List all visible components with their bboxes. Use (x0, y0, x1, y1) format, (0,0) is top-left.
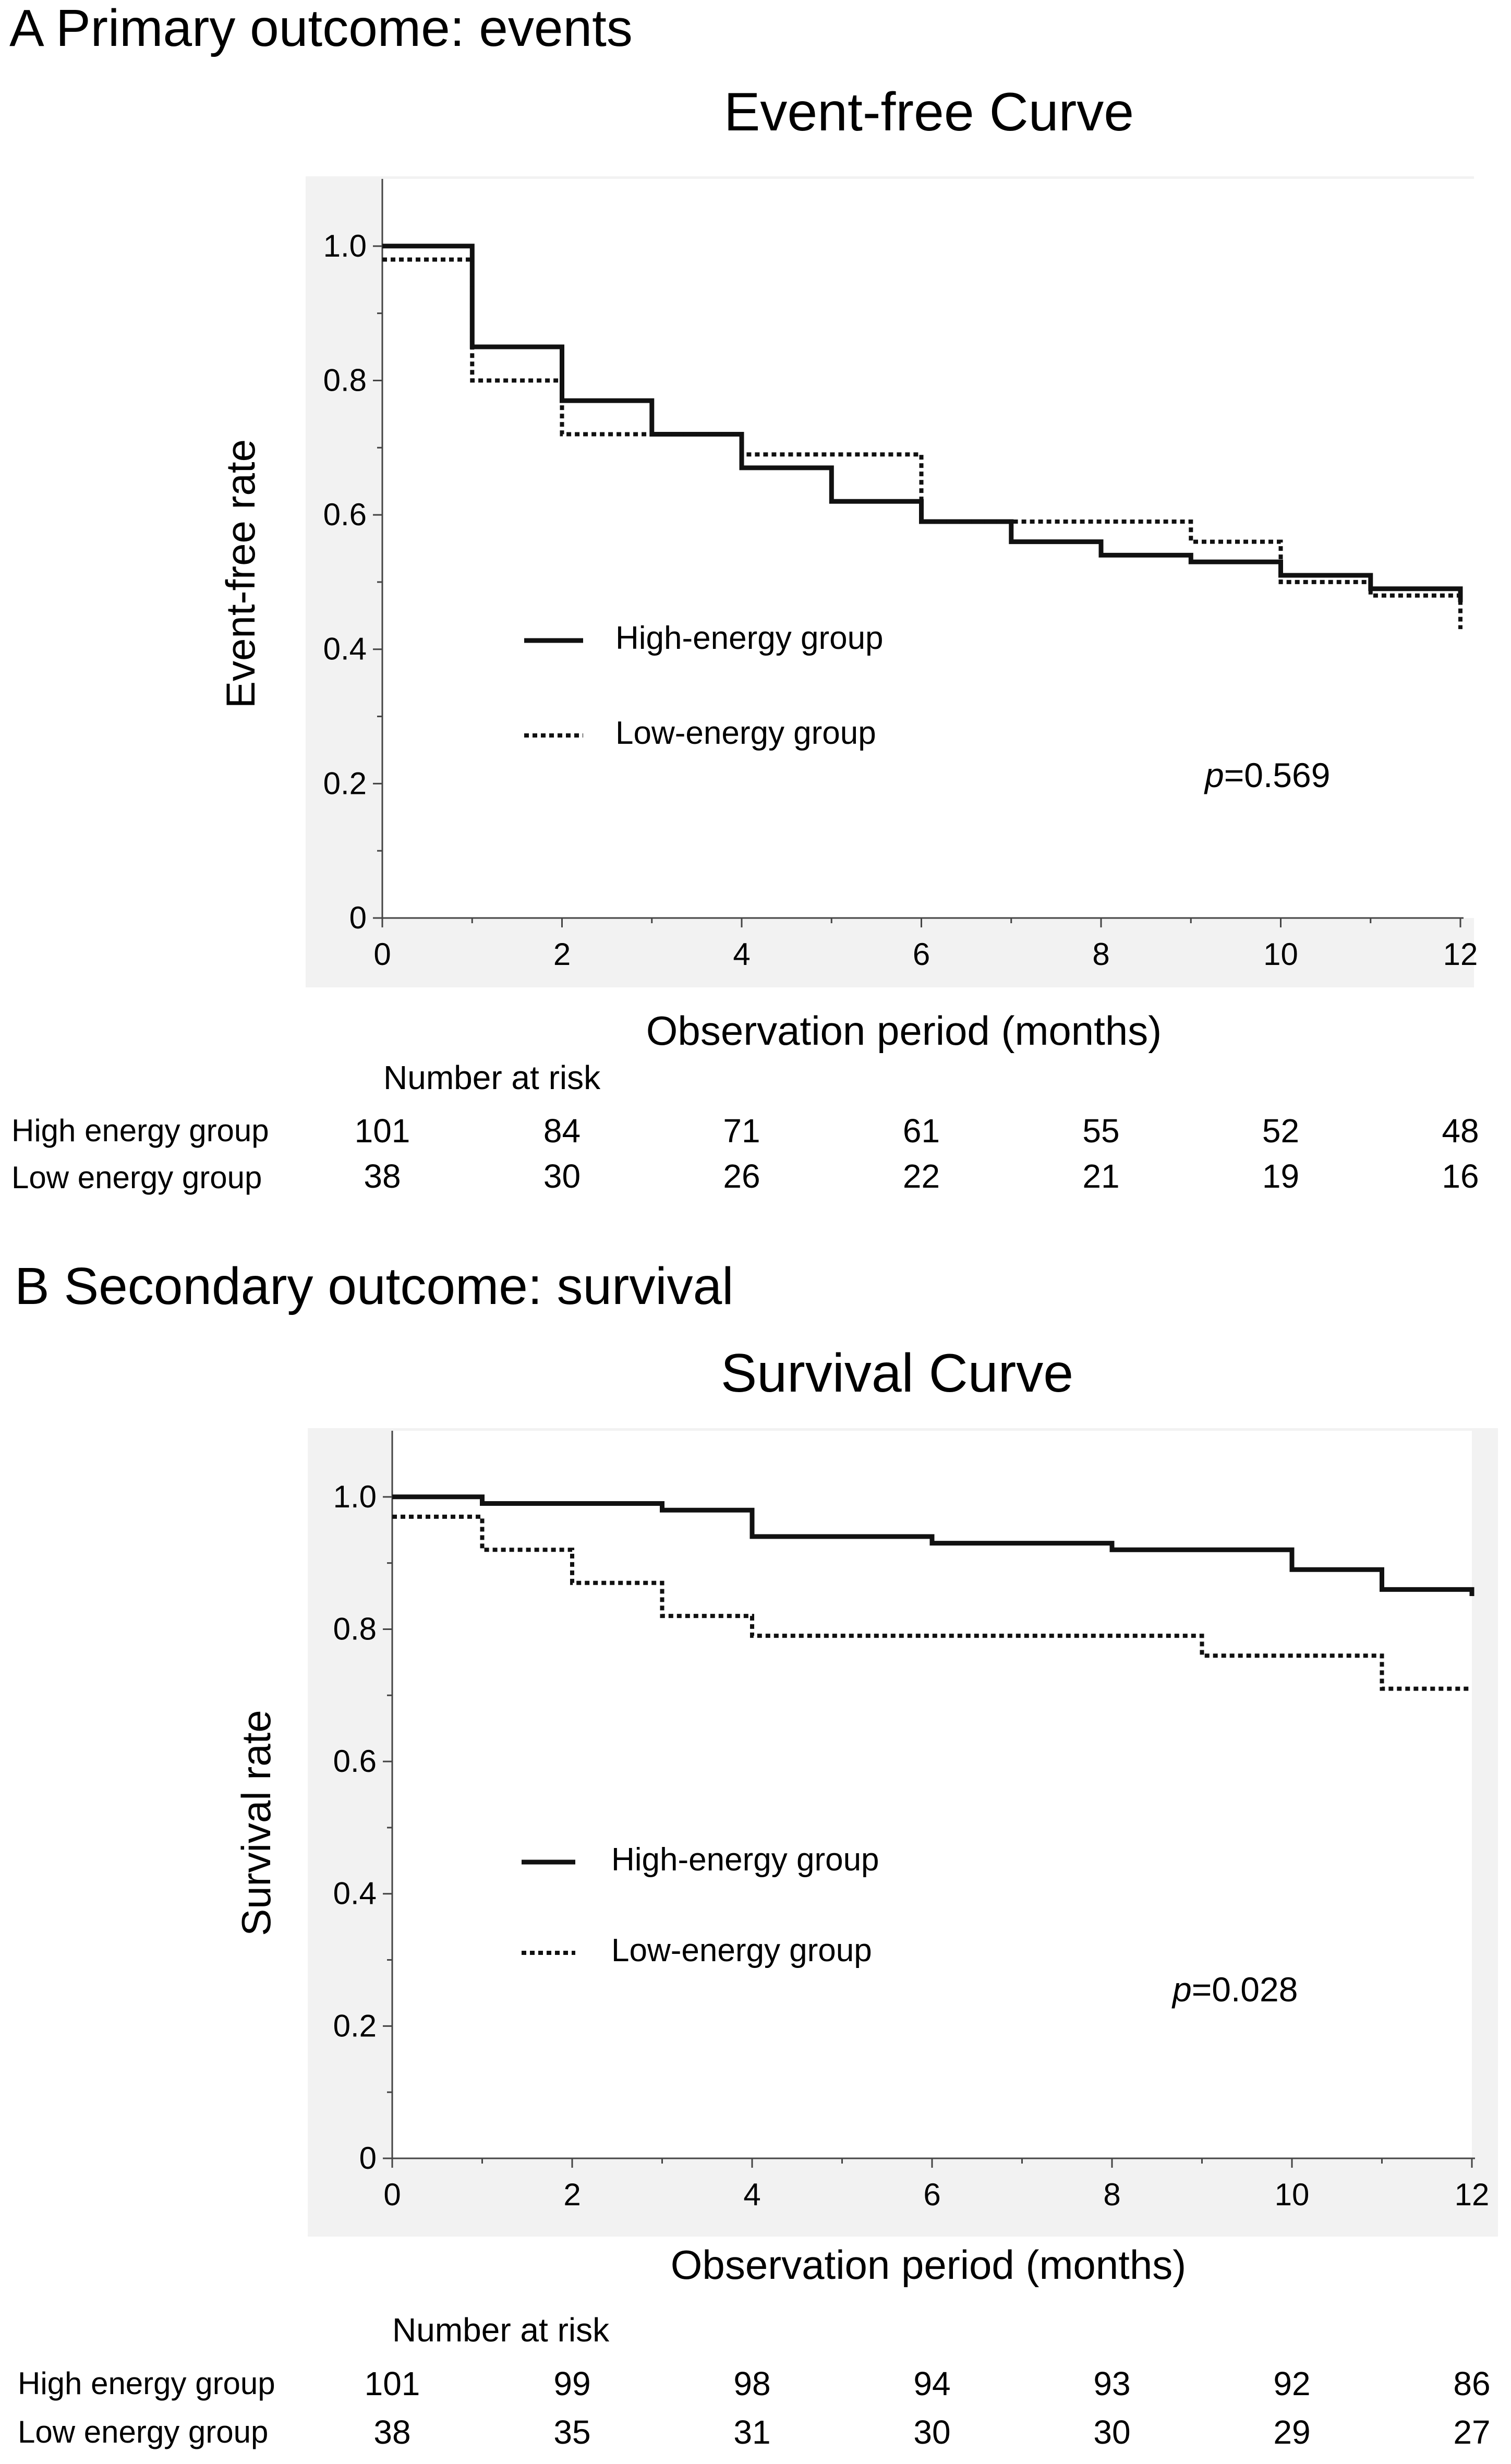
x-tick-label: 4 (733, 937, 750, 972)
risk-value: 16 (1442, 1157, 1479, 1195)
x-tick-label: 0 (373, 937, 391, 972)
risk-value: 55 (1082, 1112, 1119, 1150)
x-tick-label: 8 (1103, 2177, 1120, 2212)
panel-a-title: A Primary outcome: events (9, 0, 633, 57)
legend-b-high-label: High-energy group (611, 1842, 879, 1878)
chart-b-series (392, 1494, 1474, 1691)
chart-b-title: Survival Curve (721, 1343, 1073, 1404)
risk-value: 19 (1262, 1157, 1299, 1195)
risk-value: 38 (364, 1157, 401, 1195)
risk-value: 29 (1273, 2413, 1310, 2451)
risk-value: 30 (913, 2413, 950, 2451)
risk-value: 48 (1442, 1112, 1479, 1150)
y-tick-label: 0.2 (333, 2008, 377, 2043)
risk-value: 27 (1453, 2413, 1490, 2451)
x-tick-label: 4 (743, 2177, 760, 2212)
series-high-energy-line (392, 1494, 1474, 1596)
risk-value: 94 (913, 2365, 950, 2402)
y-tick-label: 0.6 (333, 1744, 377, 1779)
x-tick-label: 8 (1092, 937, 1109, 972)
risk-b-header: Number at risk (392, 2311, 610, 2349)
y-tick-label: 0 (349, 900, 367, 935)
x-tick-label: 6 (923, 2177, 940, 2212)
x-tick-label: 6 (913, 937, 930, 972)
panel-b-title: B Secondary outcome: survival (15, 1257, 733, 1315)
risk-b-high-label: High energy group (18, 2366, 275, 2401)
risk-value: 99 (553, 2365, 590, 2402)
x-tick-label: 12 (1443, 937, 1478, 972)
risk-value: 30 (1093, 2413, 1130, 2451)
chart-a-plot-area (382, 179, 1474, 918)
panel-a: A Primary outcome: events Event-free Cur… (9, 0, 1479, 1195)
risk-value: 86 (1453, 2365, 1490, 2402)
risk-b-values: 101 99 98 94 93 92 86 38 35 31 30 30 29 27 (365, 2365, 1491, 2451)
x-tick-label: 0 (383, 2177, 401, 2212)
chart-a-title: Event-free Curve (724, 82, 1134, 142)
chart-b-x-label: Observation period (months) (671, 2242, 1186, 2288)
risk-value: 61 (903, 1112, 940, 1150)
risk-value: 84 (543, 1112, 581, 1150)
risk-value: 101 (365, 2365, 420, 2402)
legend-a-low-label: Low-energy group (615, 715, 876, 751)
chart-b-p-value: p=0.028 (1171, 1970, 1298, 2009)
x-tick-label: 2 (563, 2177, 581, 2212)
risk-a-header: Number at risk (383, 1059, 601, 1096)
x-tick-label: 12 (1455, 2177, 1490, 2212)
risk-value: 22 (903, 1157, 940, 1195)
risk-b-low-label: Low energy group (18, 2414, 268, 2449)
risk-value: 52 (1262, 1112, 1299, 1150)
series-low-energy-line (392, 1514, 1472, 1691)
y-tick-label: 0.4 (323, 632, 367, 667)
risk-value: 98 (733, 2365, 770, 2402)
chart-a-y-label: Event-free rate (217, 439, 263, 708)
series-low-energy-line (382, 257, 1462, 630)
y-tick-label: 0.8 (323, 363, 367, 397)
chart-a-axes: 0 0.2 0.4 0.6 0.8 1.0 0 2 4 6 8 10 12 (323, 179, 1478, 972)
risk-value: 30 (543, 1157, 581, 1195)
risk-value: 31 (733, 2413, 770, 2451)
chart-a-p-value: p=0.569 (1204, 756, 1330, 794)
chart-a-legend: High-energy group Low-energy group (524, 620, 884, 751)
risk-value: 92 (1273, 2365, 1310, 2402)
y-tick-label: 0.8 (333, 1611, 377, 1646)
y-tick-label: 0.2 (323, 766, 367, 801)
x-tick-label: 10 (1275, 2177, 1310, 2212)
risk-value: 71 (723, 1112, 760, 1150)
y-tick-label: 0 (359, 2141, 377, 2176)
chart-a-x-label: Observation period (months) (646, 1008, 1162, 1054)
chart-b-legend: High-energy group Low-energy group (522, 1842, 879, 1968)
chart-b-y-label: Survival rate (233, 1710, 279, 1936)
x-tick-label: 10 (1263, 937, 1298, 972)
risk-value: 35 (553, 2413, 590, 2451)
risk-a-high-label: High energy group (11, 1113, 269, 1148)
y-tick-label: 0.4 (333, 1876, 377, 1911)
chart-b-axes: 0 0.2 0.4 0.6 0.8 1.0 0 2 4 6 8 10 12 (333, 1431, 1490, 2212)
risk-value: 38 (373, 2413, 410, 2451)
risk-value: 26 (723, 1157, 760, 1195)
y-tick-label: 1.0 (323, 228, 367, 263)
risk-value: 93 (1093, 2365, 1130, 2402)
risk-a-low-label: Low energy group (11, 1160, 262, 1195)
risk-a-values: 101 84 71 61 55 52 48 38 30 26 22 21 19 16 (355, 1112, 1479, 1195)
x-tick-label: 2 (553, 937, 571, 972)
y-tick-label: 0.6 (323, 497, 367, 532)
legend-a-high-label: High-energy group (615, 620, 884, 656)
legend-b-low-label: Low-energy group (611, 1932, 872, 1968)
risk-value: 21 (1082, 1157, 1119, 1195)
risk-value: 101 (355, 1112, 410, 1150)
y-tick-label: 1.0 (333, 1479, 377, 1514)
panel-b: B Secondary outcome: survival Survival C… (15, 1257, 1498, 2451)
chart-a-series (382, 244, 1463, 630)
